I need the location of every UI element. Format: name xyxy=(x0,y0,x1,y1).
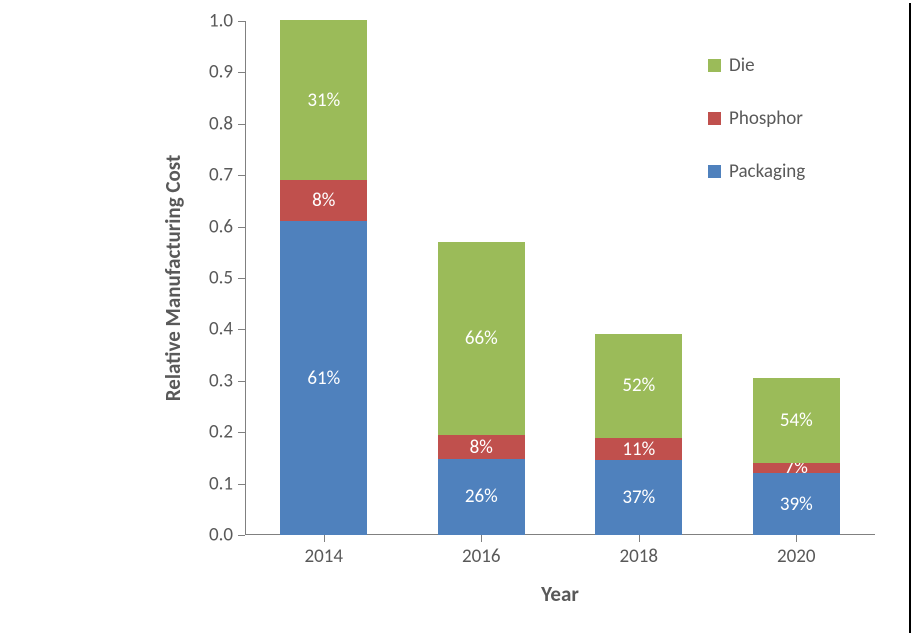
y-tick xyxy=(238,72,245,73)
bar-segment-label: 37% xyxy=(622,486,655,509)
y-tick-label: 0.4 xyxy=(209,318,233,341)
bar-segment-die: 31% xyxy=(280,20,367,180)
y-axis-line xyxy=(245,21,246,535)
bar-segment-phosphor: 11% xyxy=(595,438,682,461)
y-tick-label: 0.0 xyxy=(209,524,233,547)
bar-segment-packaging: 39% xyxy=(753,473,840,535)
bar-group: 26% 8% 66% xyxy=(438,242,525,535)
y-tick xyxy=(238,175,245,176)
y-tick-label: 0.5 xyxy=(209,267,233,290)
bar-segment-label: 11% xyxy=(622,438,655,461)
bar-segment-label: 54% xyxy=(780,409,813,432)
y-tick xyxy=(238,278,245,279)
y-tick-label: 0.2 xyxy=(209,421,233,444)
x-axis-title: Year xyxy=(541,581,579,607)
legend-entry-die: Die xyxy=(708,54,805,77)
legend-label: Packaging xyxy=(729,160,805,183)
y-tick xyxy=(238,329,245,330)
chart-legend: Die Phosphor Packaging xyxy=(708,54,805,213)
bar-segment-die: 66% xyxy=(438,242,525,436)
y-tick-label: 0.6 xyxy=(209,215,233,238)
legend-entry-packaging: Packaging xyxy=(708,160,805,183)
legend-label: Phosphor xyxy=(729,107,803,130)
bar-segment-packaging: 61% xyxy=(280,221,367,535)
bar-segment-label: 52% xyxy=(622,374,655,397)
y-tick-label: 1.0 xyxy=(209,10,233,33)
x-tick-label: 2014 xyxy=(304,545,343,568)
legend-swatch xyxy=(708,59,721,72)
x-tick xyxy=(481,535,482,542)
legend-label: Die xyxy=(729,54,755,77)
bar-segment-die: 54% xyxy=(753,378,840,463)
x-tick-label: 2018 xyxy=(619,545,658,568)
bar-group: 61% 8% 31% xyxy=(280,20,367,535)
y-tick-label: 0.9 xyxy=(209,61,233,84)
bar-segment-label: 66% xyxy=(465,327,498,350)
legend-entry-phosphor: Phosphor xyxy=(708,107,805,130)
y-tick-label: 0.7 xyxy=(209,164,233,187)
y-tick xyxy=(238,484,245,485)
bar-segment-phosphor: 8% xyxy=(438,435,525,459)
bar-segment-packaging: 26% xyxy=(438,459,525,535)
legend-swatch xyxy=(708,165,721,178)
y-tick xyxy=(238,227,245,228)
bar-segment-packaging: 37% xyxy=(595,460,682,535)
y-tick xyxy=(238,381,245,382)
bar-group: 39% 7% 54% xyxy=(753,378,840,535)
page-frame: 0.0 0.1 0.2 0.3 0.4 0.5 0.6 0.7 0.8 0.9 1.0 2014 201… xyxy=(3,3,911,633)
y-tick xyxy=(238,535,245,536)
bar-segment-label: 8% xyxy=(470,436,493,459)
bar-segment-label: 31% xyxy=(307,89,340,112)
bar-segment-phosphor: 7% xyxy=(753,463,840,474)
y-tick-label: 0.8 xyxy=(209,112,233,135)
bar-segment-label: 39% xyxy=(780,493,813,516)
y-tick-label: 0.3 xyxy=(209,369,233,392)
y-tick xyxy=(238,124,245,125)
bar-segment-die: 52% xyxy=(595,334,682,438)
x-tick xyxy=(796,535,797,542)
bar-segment-label: 26% xyxy=(465,485,498,508)
legend-swatch xyxy=(708,112,721,125)
y-tick-label: 0.1 xyxy=(209,472,233,495)
bar-group: 37% 11% 52% xyxy=(595,334,682,535)
y-tick xyxy=(238,21,245,22)
y-axis-title: Relative Manufacturing Cost xyxy=(160,155,186,401)
y-tick xyxy=(238,432,245,433)
bar-segment-label: 8% xyxy=(312,189,335,212)
bar-segment-label: 61% xyxy=(307,367,340,390)
x-tick xyxy=(324,535,325,542)
x-tick-label: 2016 xyxy=(462,545,501,568)
x-tick xyxy=(639,535,640,542)
x-tick-label: 2020 xyxy=(777,545,816,568)
bar-segment-phosphor: 8% xyxy=(280,180,367,221)
